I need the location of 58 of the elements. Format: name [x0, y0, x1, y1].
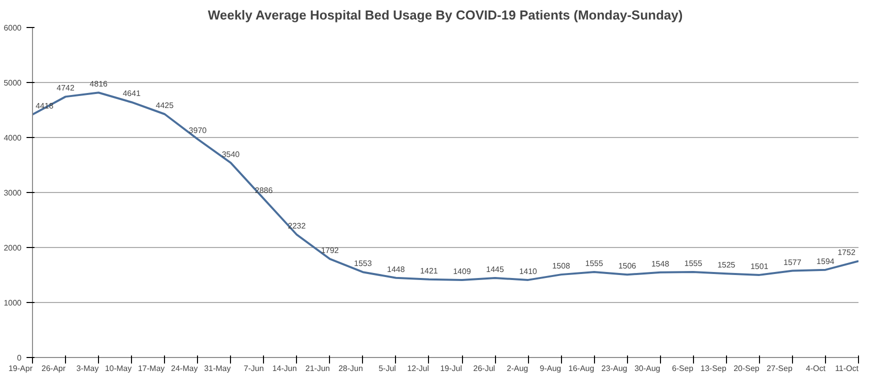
x-tick-label: 31-May	[204, 364, 231, 373]
chart-title: Weekly Average Hospital Bed Usage By COVID-19 Patients (Monday-Sunday)	[208, 8, 683, 22]
data-label: 1548	[651, 259, 670, 268]
x-tick-label: 14-Jun	[272, 364, 297, 373]
y-tick-label: 4000	[4, 134, 22, 142]
data-label: 1445	[486, 265, 505, 274]
x-tick-label: 2-Aug	[506, 364, 528, 373]
x-tick-label: 6-Sep	[672, 364, 694, 373]
data-label: 4641	[122, 89, 142, 98]
data-label: 1553	[354, 259, 372, 268]
x-tick-label: 10-May	[104, 364, 132, 373]
data-label: 3540	[222, 150, 240, 159]
x-tick-label: 24-May	[171, 364, 198, 373]
data-label: 1525	[717, 260, 736, 270]
x-tick-label: 30-Aug	[634, 364, 660, 373]
data-label: 1508	[552, 262, 571, 271]
data-label: 1577	[784, 258, 802, 267]
x-tick-label: 27-Sep	[766, 364, 793, 373]
data-label: 1409	[453, 267, 472, 276]
x-tick-label: 7-Jun	[244, 364, 264, 373]
y-tick-label: 5000	[4, 78, 22, 88]
y-tick-label: 1000	[4, 298, 22, 308]
x-tick-label: 5-Jul	[378, 364, 396, 373]
data-label: 1410	[519, 266, 538, 276]
x-tick-label: 26-Jul	[473, 364, 496, 373]
line-series	[32, 92, 858, 282]
data-label: 4425	[156, 101, 174, 110]
x-tick-label: 9-Aug	[540, 364, 562, 373]
x-tick-label: 23-Aug	[601, 364, 628, 373]
x-tick-label: 12-Jul	[407, 364, 430, 373]
x-tick-label: 16-Aug	[568, 364, 594, 373]
y-tick-label: 0	[17, 354, 22, 362]
x-tick-label: 28-Jun	[338, 364, 363, 373]
x-tick-label: 19-Jul	[440, 364, 462, 373]
data-label: 1555	[585, 258, 604, 268]
x-tick-label: 19-Apr	[8, 364, 33, 373]
data-label: 1792	[320, 246, 340, 255]
data-label: 1501	[750, 262, 769, 271]
x-tick-label: 11-Oct	[835, 364, 860, 373]
data-label: 1555	[684, 258, 703, 268]
data-label: 4816	[90, 80, 108, 89]
data-label: 3970	[188, 126, 208, 136]
x-tick-label: 3-May	[76, 364, 99, 373]
x-tick-label: 17-May	[138, 364, 165, 373]
y-tick-label: 2000	[4, 244, 22, 252]
x-tick-label: 4-Oct	[806, 364, 826, 373]
data-label: 1594	[816, 256, 835, 266]
x-tick-label: 13-Sep	[700, 364, 727, 373]
x-tick-label: 20-Sep	[734, 364, 760, 373]
y-tick-label: 3000	[4, 188, 22, 198]
data-label: 1448	[387, 264, 406, 274]
x-tick-label: 26-Apr	[42, 364, 66, 373]
data-label: 1506	[618, 262, 637, 271]
x-tick-label: 21-Jun	[305, 364, 330, 373]
data-label: 1421	[420, 266, 438, 276]
data-label: 4742	[56, 84, 75, 93]
y-tick-label: 6000	[4, 24, 22, 32]
data-label: 1752	[838, 248, 856, 258]
